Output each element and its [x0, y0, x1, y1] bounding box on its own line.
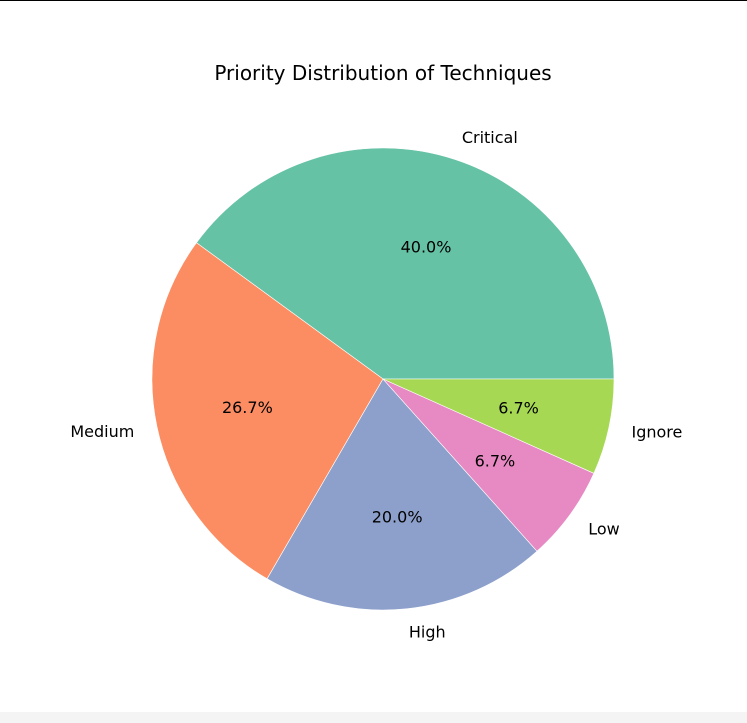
- pie-labels: 40.0% Critical 26.7% Medium 20.0% High 6.7% Low…: [70, 128, 682, 641]
- percent-label-critical: 40.0%: [401, 238, 452, 257]
- window-bottom-strip: [0, 712, 747, 723]
- category-label-critical: Critical: [462, 128, 518, 147]
- percent-label-low: 6.7%: [475, 451, 516, 470]
- pie-slice-medium: [151, 242, 384, 580]
- percent-label-ignore: 6.7%: [498, 398, 539, 417]
- category-label-medium: Medium: [70, 422, 134, 441]
- pie-slice-ignore: [382, 378, 615, 474]
- percent-label-medium: 26.7%: [222, 398, 273, 417]
- pie-slice-critical: [196, 147, 615, 380]
- category-label-ignore: Ignore: [632, 423, 683, 442]
- percent-label-high: 20.0%: [372, 507, 423, 526]
- category-label-low: Low: [588, 519, 620, 538]
- category-label-high: High: [409, 622, 446, 641]
- pie-slices: [151, 147, 615, 611]
- chart-title: Priority Distribution of Techniques: [214, 61, 551, 85]
- pie-slice-high: [266, 378, 538, 611]
- window-top-border: [0, 0, 747, 1]
